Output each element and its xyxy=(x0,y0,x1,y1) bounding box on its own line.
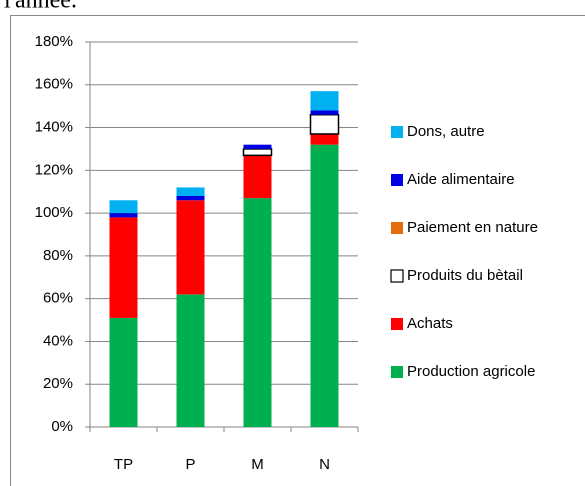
y-tick-label: 120% xyxy=(35,161,73,178)
y-tick-label: 180% xyxy=(35,33,73,50)
legend-label: Aide alimentaire xyxy=(407,171,515,188)
header-text: l'année. xyxy=(4,0,77,14)
y-tick-label: 60% xyxy=(43,290,73,307)
bar-segment xyxy=(109,200,138,214)
bar-segment xyxy=(310,91,339,111)
y-tick-label: 40% xyxy=(43,332,73,349)
bar-segment xyxy=(309,113,340,135)
legend-label: Achats xyxy=(407,315,453,332)
bar-segment xyxy=(243,155,272,199)
x-tick-label: N xyxy=(319,456,330,473)
legend-swatch xyxy=(391,126,403,138)
x-tick-label: P xyxy=(185,456,195,473)
bar-segment xyxy=(109,317,138,427)
bar-segment xyxy=(243,198,272,427)
bar-segment xyxy=(176,196,205,201)
bar-segment xyxy=(109,217,138,318)
bar-segment xyxy=(109,213,138,218)
bar-segment xyxy=(243,144,272,149)
legend-label: Produits du bètail xyxy=(407,267,523,284)
y-tick-label: 100% xyxy=(35,204,73,221)
x-tick-label: TP xyxy=(114,456,133,473)
legend-swatch xyxy=(390,269,404,283)
legend-swatch xyxy=(391,366,403,378)
legend-swatch xyxy=(391,174,403,186)
legend-swatch xyxy=(391,222,403,234)
bar-segment xyxy=(176,187,205,196)
y-tick-label: 0% xyxy=(51,418,73,435)
bar-segment xyxy=(176,200,205,295)
legend-label: Production agricole xyxy=(407,363,535,380)
y-tick-label: 20% xyxy=(43,375,73,392)
legend-label: Paiement en nature xyxy=(407,219,538,236)
y-tick-label: 80% xyxy=(43,247,73,264)
y-tick-label: 160% xyxy=(35,76,73,93)
bar-segment xyxy=(242,148,273,157)
legend-swatch xyxy=(391,318,403,330)
y-tick-label: 140% xyxy=(35,119,73,136)
bar-segment xyxy=(176,294,205,427)
bar-segment xyxy=(310,144,339,427)
chart-frame xyxy=(10,15,585,486)
x-tick-label: M xyxy=(251,456,264,473)
legend-label: Dons, autre xyxy=(407,123,485,140)
bar-segment xyxy=(310,110,339,115)
bar-segment xyxy=(310,133,339,145)
